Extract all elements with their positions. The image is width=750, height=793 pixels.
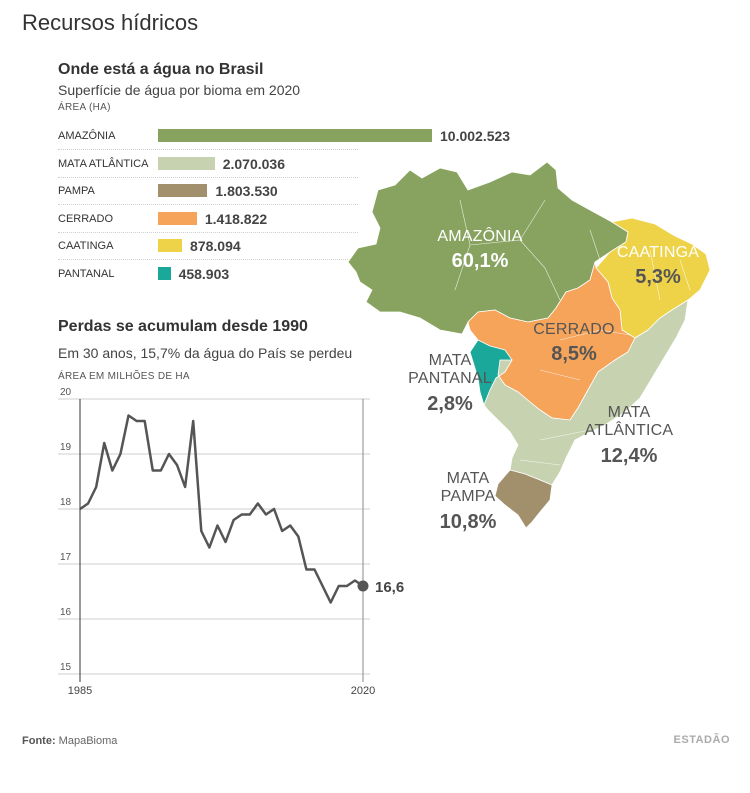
bar: [158, 239, 183, 252]
bar-category-label: AMAZÔNIA: [58, 130, 116, 142]
y-tick-label: 15: [60, 662, 72, 673]
bar-category-label: CERRADO: [58, 212, 114, 225]
series-end-point: [357, 580, 369, 592]
source-label: Fonte:: [22, 735, 56, 747]
map-biome-percent: 8,5%: [551, 343, 597, 366]
y-tick-label: 20: [60, 387, 72, 398]
y-tick-label: 16: [60, 607, 72, 618]
bar: [158, 211, 197, 225]
source-note: Fonte: MapaBioma: [22, 735, 117, 747]
biome-pampa: [494, 469, 553, 529]
line-chart-title: Perdas se acumulam desde 1990: [58, 318, 308, 335]
x-tick-label: 1985: [68, 685, 92, 697]
source-value: MapaBioma: [58, 735, 118, 747]
bar-value-label: 10.002.523: [440, 128, 511, 144]
y-tick-label: 18: [60, 497, 72, 508]
state-borders: [454, 199, 691, 466]
bar-value-label: 1.418.822: [204, 210, 268, 227]
map-biome-name: CERRADO: [533, 321, 615, 338]
map-biome-percent: 12,4%: [600, 444, 658, 467]
map-biome-percent: 60,1%: [451, 250, 509, 273]
bar-value-label: 458.903: [178, 265, 230, 282]
biome-mata-atlantica: [483, 299, 689, 486]
page-title: Recursos hídricos: [22, 10, 199, 35]
line-chart-unit: ÁREA EM MILHÕES DE HA: [58, 371, 190, 382]
map-biome-name: MATA PANTANAL: [408, 352, 492, 388]
bar-row-divider: [58, 149, 358, 150]
bar-value-label: 1.803.530: [215, 183, 278, 199]
end-value-label: 16,6: [375, 579, 404, 596]
map-biome-name: MATA PAMPA: [440, 470, 496, 506]
bar-category-label: MATA ATLÂNTICA: [58, 157, 149, 170]
map-biome-percent: 10,8%: [439, 510, 497, 533]
x-tick-label: 2020: [351, 685, 375, 697]
bar: [158, 184, 208, 197]
map-biome-label: MATA ATLÂNTICA 12,4%: [574, 404, 684, 468]
brand-logo: ESTADÃO: [673, 734, 730, 746]
line-chart-subtitle: Em 30 anos, 15,7% da água do País se per…: [58, 345, 353, 361]
map-biome-percent: 5,3%: [635, 266, 681, 289]
map-biome-name: CAATINGA: [616, 244, 700, 261]
bar: [158, 266, 171, 280]
bar-value-label: 878.094: [190, 238, 241, 254]
y-tick-label: 17: [60, 552, 72, 563]
bar-chart-unit: ÁREA (HA): [58, 102, 111, 113]
map-biome-name: MATA ATLÂNTICA: [584, 404, 674, 440]
bar-row-divider: [58, 204, 358, 205]
bar-row-divider: [58, 231, 358, 233]
map-biome-label: CAATINGA 5,3%: [612, 244, 704, 289]
bar-chart-title: Onde está a água no Brasil: [58, 61, 264, 78]
series-line: [79, 414, 364, 604]
y-tick-label: 19: [60, 442, 72, 453]
bar: [158, 156, 215, 170]
map-biome-label: MATA PANTANAL 2,8%: [400, 352, 500, 416]
bar: [158, 129, 432, 142]
bar-category-label: CAATINGA: [58, 240, 114, 252]
bar-value-label: 2.070.036: [222, 155, 285, 172]
map-biome-label: CERRADO 8,5%: [522, 321, 626, 366]
bar-row-divider: [58, 176, 358, 178]
bar-row-divider: [58, 259, 358, 260]
bar-chart-subtitle: Superfície de água por bioma em 2020: [58, 82, 301, 98]
map-biome-name: AMAZÔNIA: [437, 228, 523, 245]
map-biome-label: AMAZÔNIA 60,1%: [420, 228, 540, 273]
map-biome-percent: 2,8%: [427, 392, 473, 415]
map-biome-label: MATA PAMPA 10,8%: [418, 470, 518, 534]
bar-category-label: PANTANAL: [58, 267, 115, 280]
bar-category-label: PAMPA: [58, 185, 95, 197]
